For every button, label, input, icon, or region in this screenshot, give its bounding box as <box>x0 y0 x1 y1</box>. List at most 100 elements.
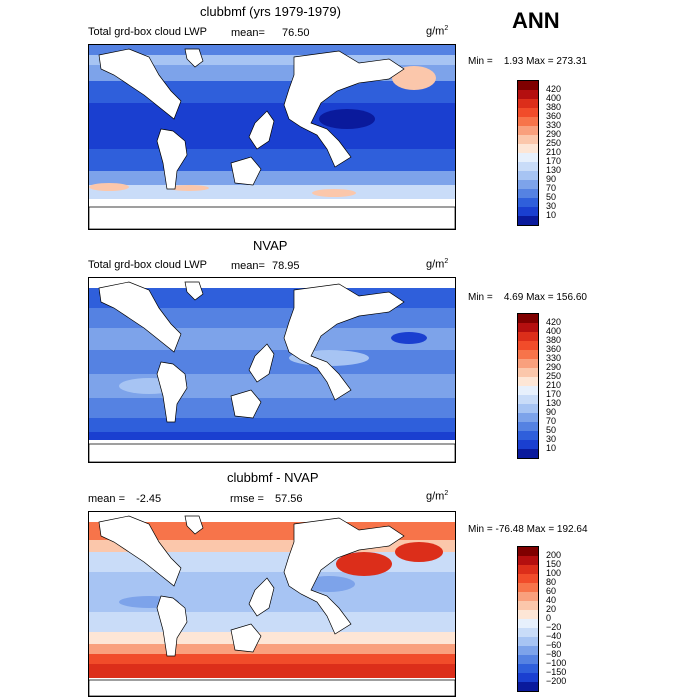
panel-3-rmse-value: 57.56 <box>275 493 303 505</box>
panel-1-field-label: Total grd-box cloud LWP <box>88 26 208 38</box>
colorbar-swatch <box>518 117 538 126</box>
colorbar-swatch <box>518 574 538 583</box>
panel-3-tick: −60 <box>546 640 562 650</box>
colorbar-swatch <box>518 610 538 619</box>
panel-1-minmax: Min = 1.93 Max = 273.31 <box>468 56 587 67</box>
panel-2-minmax: Min = 4.69 Max = 156.60 <box>468 292 587 303</box>
panel-2-tick: 90 <box>546 407 557 417</box>
panel-2-colorbar-fill <box>518 314 538 458</box>
panel-2-colorbar <box>517 313 539 459</box>
panel-1-tick: 90 <box>546 174 557 184</box>
panel-3-tick: 0 <box>546 613 552 623</box>
panel-3-tick: −100 <box>546 658 567 668</box>
colorbar-swatch <box>518 556 538 565</box>
colorbar-swatch <box>518 216 538 225</box>
panel-1-tick: 380 <box>546 102 562 112</box>
panel-2-tick: 420 <box>546 317 562 327</box>
colorbar-swatch <box>518 377 538 386</box>
panel-1-tick: 420 <box>546 84 562 94</box>
colorbar-swatch <box>518 126 538 135</box>
panel-1-map-svg <box>89 45 455 229</box>
panel-2-tick: 30 <box>546 434 557 444</box>
colorbar-swatch <box>518 673 538 682</box>
panel-1-tick: 170 <box>546 156 562 166</box>
colorbar-swatch <box>518 108 538 117</box>
panel-1-tick: 210 <box>546 147 562 157</box>
panel-3-tick: 40 <box>546 595 557 605</box>
panel-2-mean-value: 78.95 <box>272 260 300 272</box>
colorbar-swatch <box>518 592 538 601</box>
colorbar-swatch <box>518 422 538 431</box>
colorbar-swatch <box>518 386 538 395</box>
panel-3-map <box>88 511 456 697</box>
colorbar-swatch <box>518 404 538 413</box>
panel-2-tick: 290 <box>546 362 562 372</box>
panel-1-tick: 30 <box>546 201 557 211</box>
panel-1-tick: 400 <box>546 93 562 103</box>
colorbar-swatch <box>518 646 538 655</box>
panel-3-tick: −40 <box>546 631 562 641</box>
panel-2-tick: 380 <box>546 335 562 345</box>
colorbar-swatch <box>518 601 538 610</box>
panel-2-tick: 70 <box>546 416 557 426</box>
panel-3-rmse: rmse = 57.56 <box>230 493 303 505</box>
panel-2-colorbar-labels: 420 400 380 360 330 290 250 210 170 130 … <box>546 313 586 457</box>
panel-3-tick: −20 <box>546 622 562 632</box>
panel-3-mean: mean = -2.45 <box>88 493 161 505</box>
panel-2-tick: 50 <box>546 425 557 435</box>
panel-2-tick: 400 <box>546 326 562 336</box>
panel-1-tick: 250 <box>546 138 562 148</box>
colorbar-swatch <box>518 449 538 458</box>
panel-1-tick: 10 <box>546 210 557 220</box>
panel-3-colorbar <box>517 546 539 692</box>
season-label: ANN <box>512 8 560 33</box>
panel-1-mean-value: 76.50 <box>282 27 310 39</box>
panel-2-mean-label: mean= <box>231 260 265 272</box>
colorbar-swatch <box>518 323 538 332</box>
panel-3-colorbar-fill <box>518 547 538 691</box>
panel-1-unit: g/m2 <box>426 25 449 38</box>
colorbar-swatch <box>518 431 538 440</box>
panel-3-tick: 150 <box>546 559 562 569</box>
colorbar-swatch <box>518 664 538 673</box>
panel-1-tick: 360 <box>546 111 562 121</box>
panel-2-tick: 250 <box>546 371 562 381</box>
colorbar-swatch <box>518 162 538 171</box>
colorbar-swatch <box>518 655 538 664</box>
panel-3-map-svg <box>89 512 455 696</box>
colorbar-swatch <box>518 583 538 592</box>
panel-2-tick: 210 <box>546 380 562 390</box>
colorbar-swatch <box>518 413 538 422</box>
panel-1-mean-label: mean= <box>231 27 265 39</box>
panel-3-rmse-label: rmse = <box>230 493 264 505</box>
colorbar-swatch <box>518 90 538 99</box>
panel-2-tick: 130 <box>546 398 562 408</box>
colorbar-swatch <box>518 682 538 691</box>
panel-1-tick: 330 <box>546 120 562 130</box>
panel-3-title: clubbmf - NVAP <box>227 470 319 485</box>
colorbar-swatch <box>518 198 538 207</box>
colorbar-swatch <box>518 153 538 162</box>
colorbar-swatch <box>518 368 538 377</box>
colorbar-swatch <box>518 171 538 180</box>
panel-1-tick: 130 <box>546 165 562 175</box>
panel-3-colorbar-labels: 200 150 100 80 60 40 20 0 −20 −40 −60 −8… <box>546 546 586 690</box>
colorbar-swatch <box>518 619 538 628</box>
panel-1-mean: mean= 76.50 <box>231 27 310 39</box>
panel-3-tick: 20 <box>546 604 557 614</box>
panel-3-tick: −150 <box>546 667 567 677</box>
panel-2-tick: 330 <box>546 353 562 363</box>
panel-2-tick: 360 <box>546 344 562 354</box>
colorbar-swatch <box>518 395 538 404</box>
panel-2-tick: 170 <box>546 389 562 399</box>
colorbar-swatch <box>518 628 538 637</box>
panel-2-title: NVAP <box>253 238 288 253</box>
panel-1-tick: 50 <box>546 192 557 202</box>
panel-1-title: clubbmf (yrs 1979-1979) <box>200 4 341 19</box>
panel-2-field-label: Total grd-box cloud LWP <box>88 259 208 271</box>
panel-2-map-svg <box>89 278 455 462</box>
panel-3-tick: −80 <box>546 649 562 659</box>
colorbar-swatch <box>518 189 538 198</box>
panel-3-tick: 80 <box>546 577 557 587</box>
panel-3-mean-value: -2.45 <box>136 493 162 505</box>
